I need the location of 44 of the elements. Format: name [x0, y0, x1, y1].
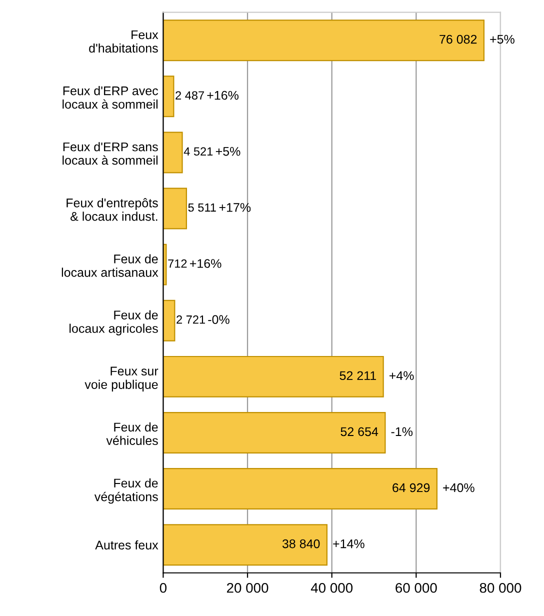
bar: [163, 356, 384, 398]
annotation: +14%: [333, 539, 364, 548]
data-label: 52 211: [340, 371, 376, 380]
bar: [163, 468, 438, 510]
y-tick-label: Autres feux: [95, 540, 158, 550]
y-tick-label: Feux de végétations: [94, 478, 158, 504]
annotation: +40%: [443, 483, 474, 492]
data-label: 64 929: [392, 483, 430, 492]
x-tick-label: 80 000: [480, 582, 522, 593]
annotation: +5%: [490, 34, 514, 44]
data-label: 5 511: [188, 203, 216, 212]
annotation: +4%: [389, 371, 414, 380]
data-label: 2 487: [176, 91, 204, 100]
x-tick-label: 40 000: [310, 582, 353, 593]
annotation: +16%: [207, 90, 238, 100]
bar: [163, 412, 386, 454]
bar: [163, 132, 183, 174]
data-label: 2 721: [176, 315, 205, 324]
y-tick-label: Feux d'ERP sans locaux à sommeil: [62, 142, 158, 165]
y-tick-label: Feux d'entrepôts & locaux indust.: [66, 198, 158, 221]
data-label: 4 521: [184, 147, 213, 156]
bar: [163, 300, 176, 342]
y-tick-label: Feux d'habitations: [89, 30, 158, 53]
y-tick-label: Feux de locaux artisanaux: [62, 254, 158, 277]
x-tick-label: 0: [160, 582, 167, 593]
data-label: 38 840: [282, 539, 320, 548]
annotation: +17%: [219, 203, 251, 212]
data-label: 52 654: [340, 427, 378, 436]
bar: [163, 76, 174, 118]
y-tick-label: Feux sur voie publique: [84, 366, 158, 392]
annotation: -1%: [391, 427, 413, 436]
bar: [163, 20, 485, 62]
y-tick-label: Feux d'ERP avec locaux à sommeil: [62, 86, 158, 109]
y-tick-label: Feux de locaux agricoles: [70, 310, 158, 336]
data-label: 76 082: [440, 34, 477, 44]
bar: [163, 524, 328, 566]
data-label: 712: [168, 259, 187, 268]
bar: [163, 188, 187, 230]
annotation: +16%: [190, 259, 222, 268]
y-tick-label: Feux de véhicules: [106, 422, 158, 446]
x-tick-label: 60 000: [396, 582, 437, 593]
x-tick-label: 20 000: [226, 582, 268, 593]
annotation: +5%: [216, 147, 240, 156]
annotation: -0%: [208, 315, 230, 324]
